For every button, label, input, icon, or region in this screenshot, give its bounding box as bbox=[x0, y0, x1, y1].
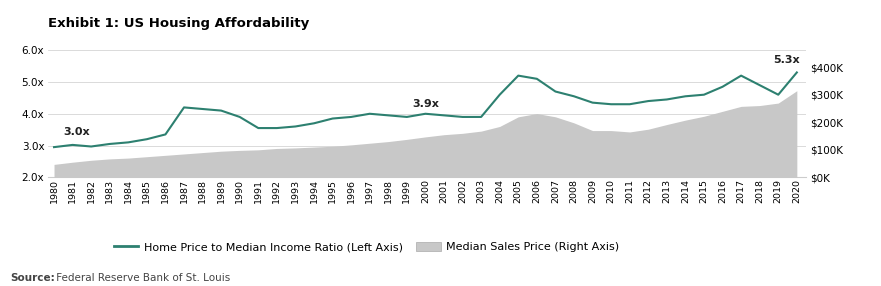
Text: Exhibit 1: US Housing Affordability: Exhibit 1: US Housing Affordability bbox=[48, 17, 310, 30]
Legend: Home Price to Median Income Ratio (Left Axis), Median Sales Price (Right Axis): Home Price to Median Income Ratio (Left … bbox=[109, 237, 624, 257]
Text: Source:: Source: bbox=[11, 273, 56, 283]
Text: 3.9x: 3.9x bbox=[412, 99, 440, 109]
Text: Federal Reserve Bank of St. Louis: Federal Reserve Bank of St. Louis bbox=[53, 273, 230, 283]
Text: 5.3x: 5.3x bbox=[773, 55, 799, 65]
Text: 3.0x: 3.0x bbox=[63, 127, 90, 137]
